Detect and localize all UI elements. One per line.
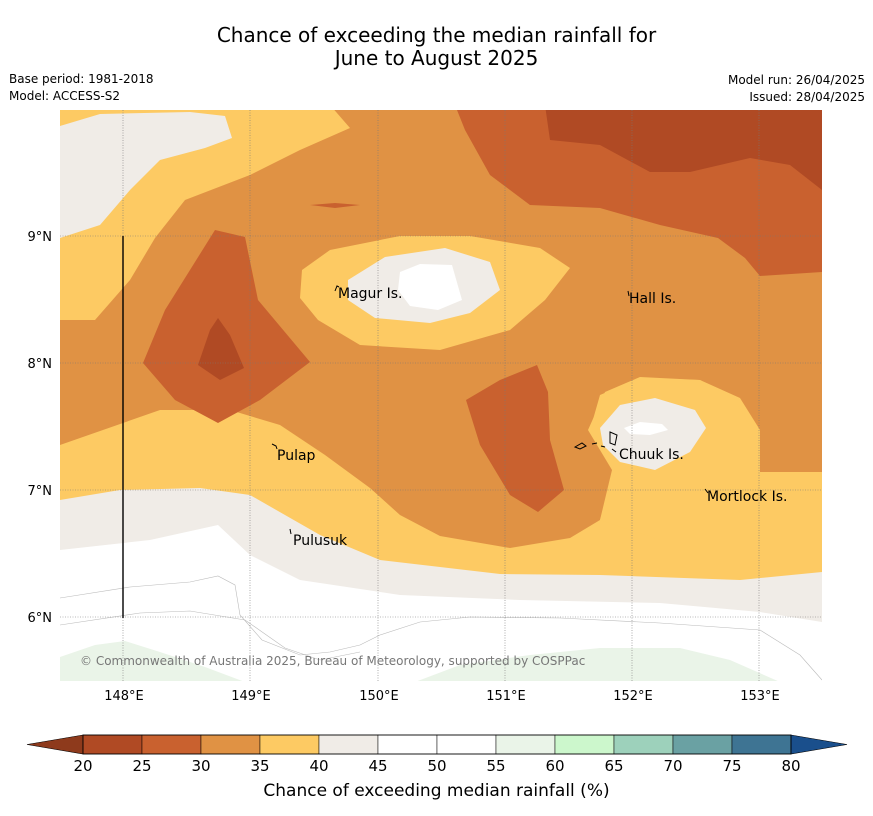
- lon-label: 152°E: [613, 689, 653, 704]
- colorbar-tick: 30: [191, 757, 210, 775]
- band-20-25-topright: [545, 110, 822, 190]
- island-markers: [271, 285, 709, 535]
- place-label-hall: Hall Is.: [629, 291, 676, 307]
- lon-label: 153°E: [740, 689, 780, 704]
- lat-label: 9°N: [28, 230, 53, 245]
- band-25-30-centre: [466, 365, 564, 512]
- rainfall-contour-map: [60, 110, 822, 681]
- colorbar-tick: 75: [722, 757, 741, 775]
- colorbar-box-55-60: [495, 734, 556, 755]
- colorbar-tick: 80: [781, 757, 800, 775]
- band-40-45-topleft: [60, 112, 232, 238]
- place-label-chuuk: Chuuk Is.: [619, 447, 684, 463]
- colorbar-tick: 20: [73, 757, 92, 775]
- colorbar-frame: [82, 734, 792, 755]
- contour-line-a: [60, 575, 822, 681]
- colorbar-box-75-80: [731, 734, 792, 755]
- base-period-label: Base period: 1981-2018: [9, 72, 154, 86]
- lon-label: 151°E: [486, 689, 526, 704]
- colorbar-box-65-70: [613, 734, 674, 755]
- band-55-60-south: [417, 648, 778, 681]
- model-run-label: Model run: 26/04/2025: [727, 73, 865, 87]
- issued-label: Issued: 28/04/2025: [749, 90, 865, 104]
- colorbar-box-20-25: [82, 734, 143, 755]
- lon-label: 148°E: [104, 689, 144, 704]
- lon-label: 149°E: [231, 689, 271, 704]
- band-45-50-magur: [398, 264, 462, 310]
- colorbar-tick: 25: [132, 757, 151, 775]
- colorbar-box-45-50: [377, 734, 438, 755]
- latitude-axis: 9°N 8°N 7°N 6°N: [28, 230, 53, 626]
- model-label: Model: ACCESS-S2: [9, 89, 121, 103]
- colorbar-tick: 65: [604, 757, 623, 775]
- lat-label: 6°N: [28, 611, 53, 626]
- colorbar-arrow-high: [790, 734, 848, 755]
- contour-line-b: [60, 610, 361, 661]
- place-label-pulusuk: Pulusuk: [293, 533, 348, 549]
- colorbar-tick: 50: [427, 757, 446, 775]
- colorbar-box-60-65: [554, 734, 615, 755]
- longitude-axis: 148°E 149°E 150°E 151°E 152°E 153°E: [104, 689, 780, 704]
- place-label-mortlock: Mortlock Is.: [707, 489, 787, 505]
- colorbar-box-25-30: [141, 734, 202, 755]
- lon-label: 150°E: [359, 689, 399, 704]
- colorbar-tick: 55: [486, 757, 505, 775]
- band-55-60-southwest: [60, 641, 243, 681]
- colorbar-title: Chance of exceeding median rainfall (%): [263, 781, 610, 801]
- colorbar-box-35-40: [259, 734, 320, 755]
- band-20-25-left: [198, 318, 244, 380]
- gridlines: [60, 110, 822, 681]
- lat-label: 8°N: [28, 357, 53, 372]
- band-25-30-sliver: [310, 203, 360, 208]
- colorbar-arrow-low: [26, 734, 84, 755]
- band-25-30-left: [143, 230, 310, 423]
- colorbar-box-30-35: [200, 734, 261, 755]
- copyright-notice: © Commonwealth of Australia 2025, Bureau…: [80, 654, 585, 668]
- colorbar-tick: 40: [309, 757, 328, 775]
- map-title-line-2: June to August 2025: [334, 46, 539, 70]
- map-title-line-1: Chance of exceeding the median rainfall …: [216, 23, 657, 47]
- colorbar-tick: 35: [250, 757, 269, 775]
- colorbar-tick: 45: [368, 757, 387, 775]
- colorbar-box-50-55: [436, 734, 497, 755]
- colorbar-box-70-75: [672, 734, 733, 755]
- colorbar-box-40-45: [318, 734, 379, 755]
- colorbar-tick: 60: [545, 757, 564, 775]
- colorbar-tick: 70: [663, 757, 682, 775]
- lat-label: 7°N: [28, 484, 53, 499]
- colorbar: 20 25 30 35 40 45 50 55 60 65 70 75 80: [26, 734, 848, 775]
- place-label-pulap: Pulap: [277, 448, 316, 464]
- place-label-magur: Magur Is.: [338, 286, 403, 302]
- band-45-50-chuuk: [624, 422, 668, 435]
